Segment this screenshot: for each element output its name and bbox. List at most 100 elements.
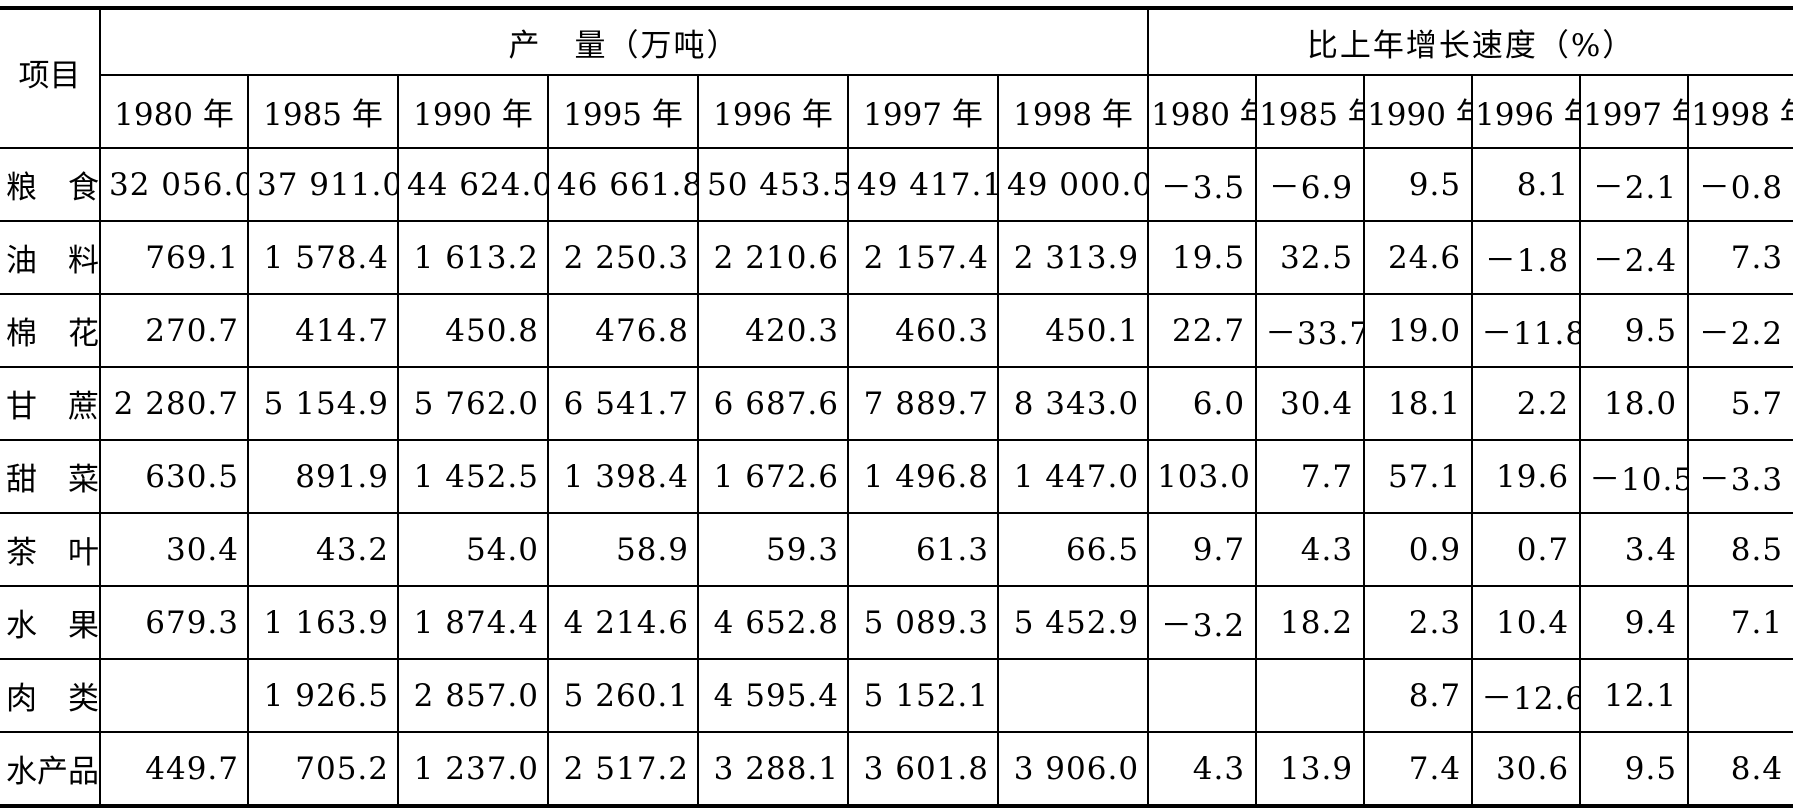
production-cell: 3 288.1: [697, 731, 849, 807]
production-cell: 6 687.6: [697, 366, 849, 441]
production-cell: [99, 658, 249, 733]
growth-cell: 8.5: [1687, 512, 1794, 587]
growth-cell: 3.4: [1579, 512, 1690, 587]
production-cell: 476.8: [547, 293, 699, 368]
growth-cell: －2.2: [1687, 293, 1794, 368]
production-cell: 2 857.0: [397, 658, 549, 733]
row-label: 油 料: [0, 220, 101, 295]
growth-year-header: 1997 年: [1579, 74, 1690, 149]
growth-year-header: 1996 年: [1471, 74, 1582, 149]
production-cell: 449.7: [99, 731, 249, 807]
production-cell: 705.2: [247, 731, 399, 807]
growth-cell: 9.5: [1363, 147, 1474, 222]
growth-cell: －2.1: [1579, 147, 1690, 222]
growth-cell: [1687, 658, 1794, 733]
growth-cell: 19.6: [1471, 439, 1582, 514]
growth-cell: 9.7: [1147, 512, 1258, 587]
production-cell: 1 447.0: [996, 439, 1150, 514]
growth-cell: －10.5: [1579, 439, 1690, 514]
table-header: 项目 产 量（万吨） 比上年增长速度（%） 1980 年 1985 年 1990 年…: [0, 7, 1794, 149]
growth-cell: 57.1: [1363, 439, 1474, 514]
row-label: 粮 食: [0, 147, 101, 222]
production-year-header: 1985 年: [247, 74, 399, 149]
production-cell: 3 601.8: [847, 731, 999, 807]
growth-cell: 8.4: [1687, 731, 1794, 807]
row-label: 甜 菜: [0, 439, 101, 514]
production-cell: 5 154.9: [247, 366, 399, 441]
production-cell: 414.7: [247, 293, 399, 368]
production-cell: 7 889.7: [847, 366, 999, 441]
growth-cell: 30.6: [1471, 731, 1582, 807]
production-cell: 59.3: [697, 512, 849, 587]
growth-cell: 0.9: [1363, 512, 1474, 587]
growth-cell: 22.7: [1147, 293, 1258, 368]
production-cell: 66.5: [996, 512, 1150, 587]
growth-cell: [1147, 658, 1258, 733]
growth-cell: 9.5: [1579, 293, 1690, 368]
growth-cell: 7.4: [1363, 731, 1474, 807]
item-header: 项目: [0, 7, 101, 149]
production-cell: 679.3: [99, 585, 249, 660]
production-cell: 2 280.7: [99, 366, 249, 441]
growth-cell: 4.3: [1147, 731, 1258, 807]
growth-cell: 19.0: [1363, 293, 1474, 368]
row-label: 甘 蔗: [0, 366, 101, 441]
table-row: 肉 类 1 926.5 2 857.0 5 260.1 4 595.4 5 152.1 8.…: [0, 658, 1794, 733]
growth-group-header: 比上年增长速度（%）: [1147, 7, 1794, 76]
growth-cell: －2.4: [1579, 220, 1690, 295]
production-cell: 61.3: [847, 512, 999, 587]
growth-cell: －3.3: [1687, 439, 1794, 514]
production-cell: 50 453.5: [697, 147, 849, 222]
growth-cell: 30.4: [1255, 366, 1366, 441]
growth-cell: 6.0: [1147, 366, 1258, 441]
growth-cell: 7.7: [1255, 439, 1366, 514]
production-cell: 4 595.4: [697, 658, 849, 733]
production-cell: 5 152.1: [847, 658, 999, 733]
production-cell: 420.3: [697, 293, 849, 368]
production-cell: 49 000.0: [996, 147, 1150, 222]
growth-year-header: 1998 年: [1687, 74, 1794, 149]
production-year-header: 1995 年: [547, 74, 699, 149]
growth-year-header: 1990 年: [1363, 74, 1474, 149]
production-cell: 1 398.4: [547, 439, 699, 514]
growth-cell: 2.2: [1471, 366, 1582, 441]
growth-cell: 103.0: [1147, 439, 1258, 514]
production-cell: 49 417.1: [847, 147, 999, 222]
table-row: 水产品 449.7 705.2 1 237.0 2 517.2 3 288.1 3 601.…: [0, 731, 1794, 807]
growth-cell: 13.9: [1255, 731, 1366, 807]
production-cell: 1 578.4: [247, 220, 399, 295]
growth-cell: 10.4: [1471, 585, 1582, 660]
growth-cell: 32.5: [1255, 220, 1366, 295]
growth-cell: －3.2: [1147, 585, 1258, 660]
table-row: 棉 花 270.7 414.7 450.8 476.8 420.3 460.3 450.1 22…: [0, 293, 1794, 368]
header-row-years: 1980 年 1985 年 1990 年 1995 年 1996 年 1997 年 1998…: [0, 74, 1794, 149]
growth-cell: 18.2: [1255, 585, 1366, 660]
production-group-header: 产 量（万吨）: [98, 7, 1150, 76]
production-cell: 8 343.0: [996, 366, 1150, 441]
production-cell: 2 157.4: [847, 220, 999, 295]
production-cell: 891.9: [247, 439, 399, 514]
growth-cell: 9.5: [1579, 731, 1690, 807]
growth-cell: 18.1: [1363, 366, 1474, 441]
production-cell: 2 313.9: [996, 220, 1150, 295]
production-year-header: 1997 年: [847, 74, 999, 149]
production-cell: 450.1: [996, 293, 1150, 368]
production-cell: 4 652.8: [697, 585, 849, 660]
production-cell: 1 672.6: [697, 439, 849, 514]
production-cell: 450.8: [397, 293, 549, 368]
growth-cell: －3.5: [1147, 147, 1258, 222]
production-cell: 270.7: [99, 293, 249, 368]
growth-cell: 7.3: [1687, 220, 1794, 295]
growth-cell: 12.1: [1579, 658, 1690, 733]
table-row: 茶 叶 30.4 43.2 54.0 58.9 59.3 61.3 66.5 9.7 4.3 0.9…: [0, 512, 1794, 587]
production-cell: 1 237.0: [397, 731, 549, 807]
growth-cell: 8.1: [1471, 147, 1582, 222]
growth-cell: 0.7: [1471, 512, 1582, 587]
production-cell: 2 250.3: [547, 220, 699, 295]
production-year-header: 1996 年: [697, 74, 849, 149]
production-cell: 5 762.0: [397, 366, 549, 441]
production-cell: 1 926.5: [247, 658, 399, 733]
row-label: 水 果: [0, 585, 101, 660]
production-cell: 2 210.6: [697, 220, 849, 295]
row-label: 茶 叶: [0, 512, 101, 587]
